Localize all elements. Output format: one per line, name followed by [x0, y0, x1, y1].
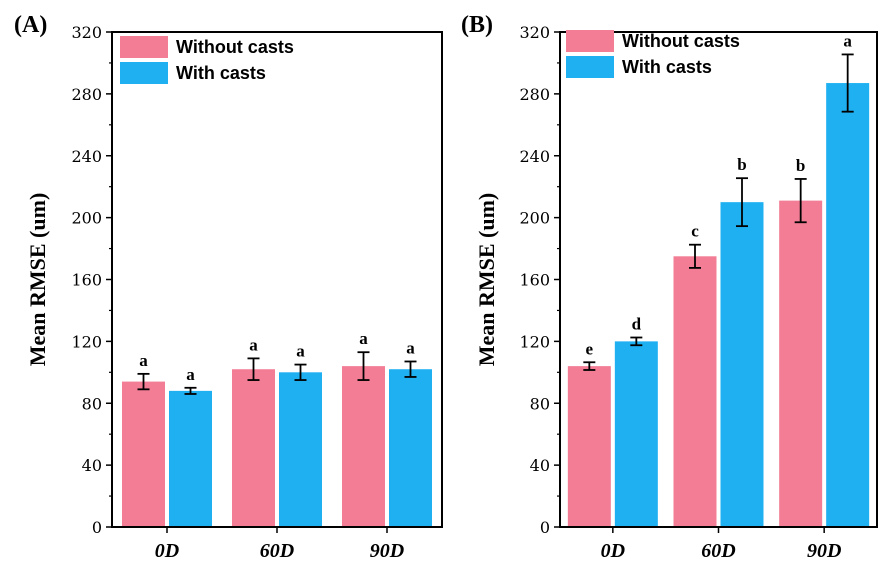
legend-swatch	[566, 30, 614, 52]
bar	[232, 369, 275, 527]
bar	[614, 341, 658, 527]
bar	[342, 366, 385, 527]
y-tick-label: 320	[519, 23, 550, 42]
bar	[826, 83, 870, 527]
x-tick-label: 60D	[260, 540, 294, 562]
significance-label: a	[139, 351, 148, 370]
y-tick-label: 160	[519, 271, 550, 290]
x-tick-label: 90D	[370, 540, 404, 562]
panel-label: (A)	[14, 12, 47, 38]
bar	[122, 381, 165, 527]
y-tick-label: 240	[71, 147, 102, 166]
y-tick-label: 0	[540, 518, 550, 537]
significance-label: a	[843, 31, 852, 50]
x-tick-label: 0D	[601, 540, 625, 562]
legend-swatch	[120, 62, 168, 84]
y-axis-title: Mean RMSE (um)	[25, 193, 50, 367]
significance-label: c	[691, 222, 699, 241]
y-tick-label: 200	[71, 209, 102, 228]
x-tick-label: 0D	[155, 540, 179, 562]
y-tick-label: 120	[519, 332, 550, 351]
legend-label: With casts	[176, 63, 266, 83]
significance-label: b	[796, 156, 805, 175]
y-tick-label: 320	[71, 23, 102, 42]
significance-label: d	[632, 315, 642, 334]
y-tick-label: 240	[519, 147, 550, 166]
significance-label: a	[359, 329, 368, 348]
plot-frame	[111, 31, 443, 528]
bar	[279, 372, 322, 527]
bar	[720, 202, 764, 527]
chart-panel-a: (A) Mean RMSE (um) 0 40 80 120 160 200 240 280 320…	[14, 12, 443, 562]
bar	[389, 369, 432, 527]
legend-label: Without casts	[622, 31, 740, 51]
legend-label: With casts	[622, 57, 712, 77]
significance-label: a	[249, 335, 258, 354]
y-tick-label: 280	[519, 85, 550, 104]
y-tick-label: 280	[71, 85, 102, 104]
x-tick-label: 90D	[807, 540, 841, 562]
bar	[779, 200, 823, 527]
y-tick-label: 0	[92, 518, 102, 537]
significance-label: a	[406, 338, 415, 357]
y-tick-label: 200	[519, 209, 550, 228]
y-tick-label: 40	[82, 456, 102, 475]
y-tick-label: 80	[82, 394, 102, 413]
chart-panel-b: (B) Mean RMSE (um) 0 40 80 120 160 200 240 280 320…	[461, 12, 878, 562]
significance-label: e	[586, 339, 594, 358]
significance-label: a	[186, 365, 195, 384]
y-tick-label: 120	[71, 332, 102, 351]
significance-label: a	[296, 342, 305, 361]
panel-label: (B)	[461, 12, 493, 38]
legend-swatch	[566, 56, 614, 78]
significance-label: b	[737, 155, 746, 174]
y-tick-label: 40	[530, 456, 550, 475]
bar	[567, 366, 611, 527]
legend-label: Without casts	[176, 37, 294, 57]
bar	[673, 256, 717, 527]
y-axis-title: Mean RMSE (um)	[474, 193, 499, 367]
bar	[169, 390, 212, 527]
y-tick-label: 80	[530, 394, 550, 413]
x-tick-label: 60D	[701, 540, 735, 562]
y-tick-label: 160	[71, 271, 102, 290]
plot-frame	[559, 31, 878, 528]
legend-swatch	[120, 36, 168, 58]
